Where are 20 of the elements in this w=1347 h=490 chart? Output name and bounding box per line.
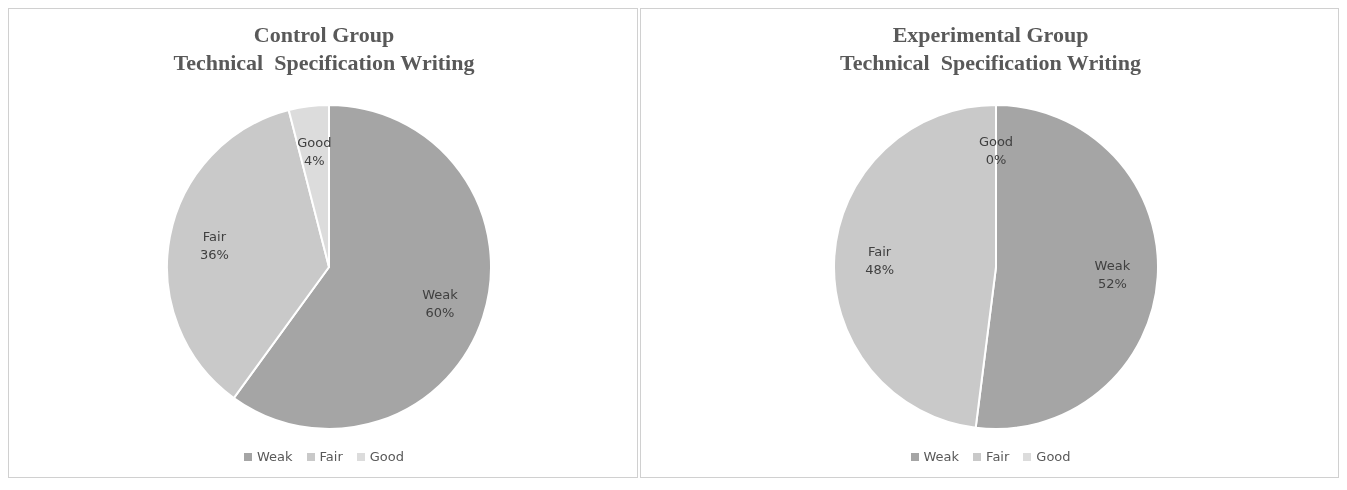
- legend-label: Good: [1036, 449, 1071, 464]
- legend-label: Fair: [986, 449, 1010, 464]
- category-label: Good: [978, 134, 1013, 150]
- slice-label: Good: [297, 135, 332, 151]
- data-label: 52%: [1097, 276, 1127, 292]
- chart-title: Experimental Group Technical Specification Writing: [839, 21, 1142, 77]
- legend-label: Good: [369, 449, 405, 464]
- chart-title: Control Group Technical Specification Writing: [172, 21, 476, 77]
- data-label: 36%: [199, 247, 229, 263]
- text: 0%: [985, 152, 1006, 168]
- slice-label: Weak: [1094, 258, 1131, 274]
- legend-label: Fair: [319, 449, 343, 464]
- data-label: 4%: [304, 153, 325, 169]
- legend-label: Weak: [923, 449, 960, 464]
- slice-label: Weak: [422, 287, 459, 303]
- legend-label: Weak: [256, 449, 293, 464]
- data-label: 60%: [425, 305, 455, 321]
- data-label: 48%: [864, 261, 894, 277]
- slice-label: Fair: [202, 229, 227, 245]
- slice-label: Fair: [867, 243, 892, 259]
